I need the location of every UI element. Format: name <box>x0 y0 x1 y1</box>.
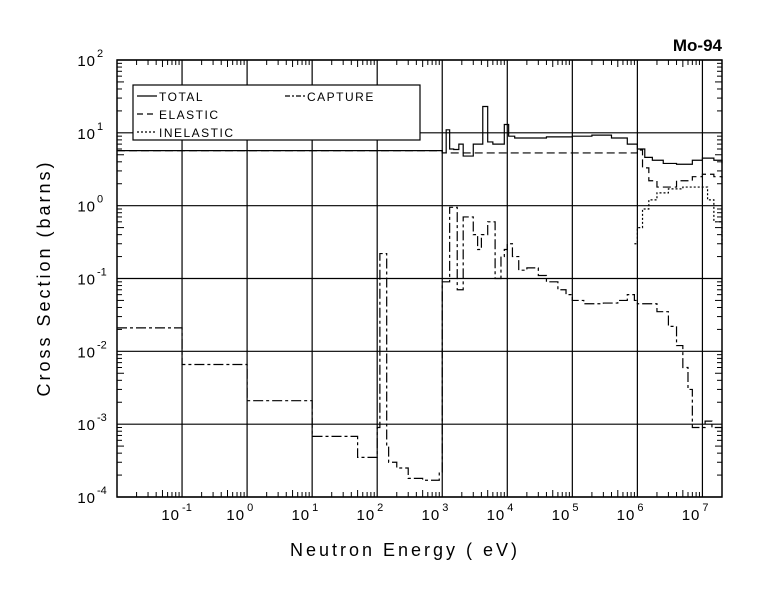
x-tick-label: 10 <box>682 507 701 524</box>
legend-label-total: TOTAL <box>159 90 204 104</box>
plot-frame <box>116 59 723 498</box>
y-tick-exponent: 2 <box>97 48 103 60</box>
y-tick-exponent: 0 <box>97 194 103 206</box>
x-axis-label: Neutron Energy ( eV) <box>290 540 520 560</box>
series-total <box>117 105 723 165</box>
y-tick-exponent: -4 <box>97 485 107 497</box>
x-tick-label: 10 <box>552 507 571 524</box>
x-tick-exponent: 7 <box>702 502 708 514</box>
x-tick-exponent: 2 <box>377 502 383 514</box>
legend-label-elastic: ELASTIC <box>159 108 220 122</box>
x-tick-label: 10 <box>226 507 245 524</box>
y-tick-label: 10 <box>77 490 96 507</box>
chart-title: Mo-94 <box>673 36 723 55</box>
y-tick-label: 10 <box>77 417 96 434</box>
y-tick-exponent: -2 <box>97 339 107 351</box>
legend: TOTAL CAPTURE ELASTIC INELASTIC <box>132 84 421 141</box>
x-tick-label: 10 <box>291 507 310 524</box>
y-axis-label: Cross Section (barns) <box>34 159 54 396</box>
x-tick-label: 10 <box>617 507 636 524</box>
series-curves <box>117 105 723 481</box>
legend-label-capture: CAPTURE <box>307 90 375 104</box>
y-tick-label: 10 <box>77 272 96 289</box>
legend-box <box>132 84 421 141</box>
series-elastic <box>117 149 723 188</box>
x-tick-exponent: 0 <box>247 502 253 514</box>
y-tick-exponent: -1 <box>97 267 107 279</box>
y-tick-exponent: -3 <box>97 412 107 424</box>
y-tick-label: 10 <box>77 344 96 361</box>
x-tick-label: 10 <box>161 507 180 524</box>
x-tick-exponent: -1 <box>182 502 192 514</box>
x-tick-exponent: 1 <box>312 502 318 514</box>
x-tick-label: 10 <box>422 507 441 524</box>
x-tick-label: 10 <box>487 507 506 524</box>
y-tick-label: 10 <box>77 126 96 143</box>
x-tick-exponent: 5 <box>572 502 578 514</box>
legend-label-inelastic: INELASTIC <box>159 126 235 140</box>
x-tick-exponent: 4 <box>507 502 513 514</box>
x-tick-exponent: 3 <box>442 502 448 514</box>
y-tick-label: 10 <box>77 199 96 216</box>
x-tick-exponent: 6 <box>637 502 643 514</box>
y-tick-exponent: 1 <box>97 121 103 133</box>
series-capture <box>117 206 723 481</box>
y-tick-label: 10 <box>77 53 96 70</box>
axes: 10 -1 10 0 10 1 10 2 10 3 10 4 10 5 10 6 10 710 210 110 010-… <box>77 48 723 524</box>
series-inelastic <box>634 186 723 246</box>
x-tick-label: 10 <box>356 507 375 524</box>
